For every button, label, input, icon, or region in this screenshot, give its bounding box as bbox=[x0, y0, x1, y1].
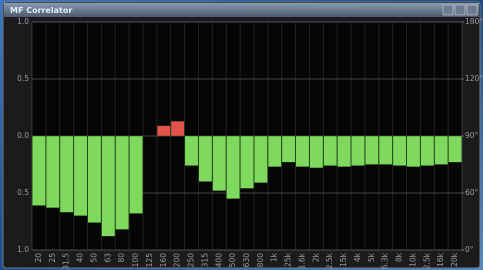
x-tick-label: 630 bbox=[242, 253, 251, 268]
bar bbox=[435, 136, 448, 165]
x-tick-label: 10k bbox=[408, 252, 417, 267]
bar bbox=[310, 136, 323, 168]
x-tick-label: 125 bbox=[145, 253, 154, 268]
bar bbox=[296, 136, 309, 167]
x-tick-label: 200 bbox=[173, 253, 182, 268]
x-tick-label: 800 bbox=[256, 253, 265, 268]
bar bbox=[365, 136, 378, 165]
bar bbox=[74, 136, 87, 216]
x-tick-label: 1.6k bbox=[297, 252, 306, 269]
x-tick-label: 2.5k bbox=[325, 252, 334, 269]
y2-tick-label: 180° bbox=[465, 17, 483, 26]
bar bbox=[185, 136, 198, 166]
x-tick-label: 160 bbox=[159, 253, 168, 268]
page: MF Correlator 1.0 0.5 0.0 0.5 1.0 0° 60° 90° 120… bbox=[0, 0, 483, 270]
bar bbox=[407, 136, 420, 167]
y2-tick-label: 90° bbox=[465, 131, 479, 140]
x-tick-label: 25 bbox=[48, 253, 57, 263]
bar bbox=[199, 136, 212, 182]
bar bbox=[240, 136, 253, 188]
y-tick-label: 0.5 bbox=[17, 188, 29, 197]
x-tick-label: 6.3k bbox=[381, 252, 390, 269]
x-tick-label: 250 bbox=[187, 253, 196, 268]
x-tick-label: 20 bbox=[34, 253, 43, 263]
bar bbox=[268, 136, 281, 167]
x-tick-label: 8k bbox=[395, 252, 404, 262]
bar bbox=[32, 136, 45, 206]
x-tick-label: 1k bbox=[270, 252, 279, 262]
x-tick-label: 5k bbox=[367, 252, 376, 262]
bar bbox=[393, 136, 406, 166]
x-tick-label: 4k bbox=[353, 252, 362, 262]
x-tick-label: 31.5 bbox=[62, 253, 71, 270]
bar bbox=[421, 136, 434, 166]
title-bar bbox=[4, 3, 479, 17]
x-tick-label: 12.5k bbox=[422, 252, 431, 270]
x-tick-label: 20k bbox=[450, 252, 459, 267]
x-tick-label: 16k bbox=[436, 252, 445, 267]
bar bbox=[102, 136, 115, 236]
bar bbox=[171, 121, 184, 136]
bar bbox=[337, 136, 350, 167]
y2-tick-label: 0° bbox=[465, 245, 474, 254]
y-tick-label: 1.0 bbox=[17, 17, 29, 26]
bar bbox=[213, 136, 226, 191]
y-tick-label: 1.0 bbox=[17, 245, 29, 254]
minimize-button[interactable] bbox=[443, 5, 453, 15]
close-button[interactable] bbox=[467, 5, 477, 15]
y2-tick-label: 120° bbox=[465, 74, 483, 83]
x-tick-label: 3.15k bbox=[339, 252, 348, 270]
chart: MF Correlator 1.0 0.5 0.0 0.5 1.0 0° 60° 90° 120… bbox=[0, 0, 483, 270]
restore-button[interactable] bbox=[455, 5, 465, 15]
x-tick-label: 1.25k bbox=[284, 252, 293, 270]
bar bbox=[226, 136, 239, 199]
bar bbox=[88, 136, 101, 223]
x-tick-label: 400 bbox=[214, 253, 223, 268]
x-tick-label: 315 bbox=[200, 253, 209, 268]
x-tick-label: 100 bbox=[131, 253, 140, 268]
bar bbox=[351, 136, 364, 166]
bar bbox=[60, 136, 73, 212]
bar bbox=[254, 136, 267, 183]
window-title: MF Correlator bbox=[10, 6, 72, 15]
x-tick-label: 500 bbox=[228, 253, 237, 268]
bar bbox=[324, 136, 337, 166]
x-tick-label: 40 bbox=[76, 253, 85, 263]
bar bbox=[379, 136, 392, 165]
bar bbox=[46, 136, 59, 208]
x-tick-label: 63 bbox=[103, 253, 112, 263]
x-tick-label: 80 bbox=[117, 253, 126, 263]
bar bbox=[116, 136, 129, 229]
bar bbox=[282, 136, 295, 162]
x-tick-label: 50 bbox=[89, 253, 98, 263]
y-tick-label: 0.5 bbox=[17, 74, 29, 83]
y2-tick-label: 60° bbox=[465, 188, 479, 197]
bar bbox=[129, 136, 142, 214]
bar bbox=[157, 126, 170, 136]
y-tick-label: 0.0 bbox=[17, 131, 29, 140]
bar bbox=[448, 136, 461, 162]
x-tick-label: 2k bbox=[311, 252, 320, 262]
